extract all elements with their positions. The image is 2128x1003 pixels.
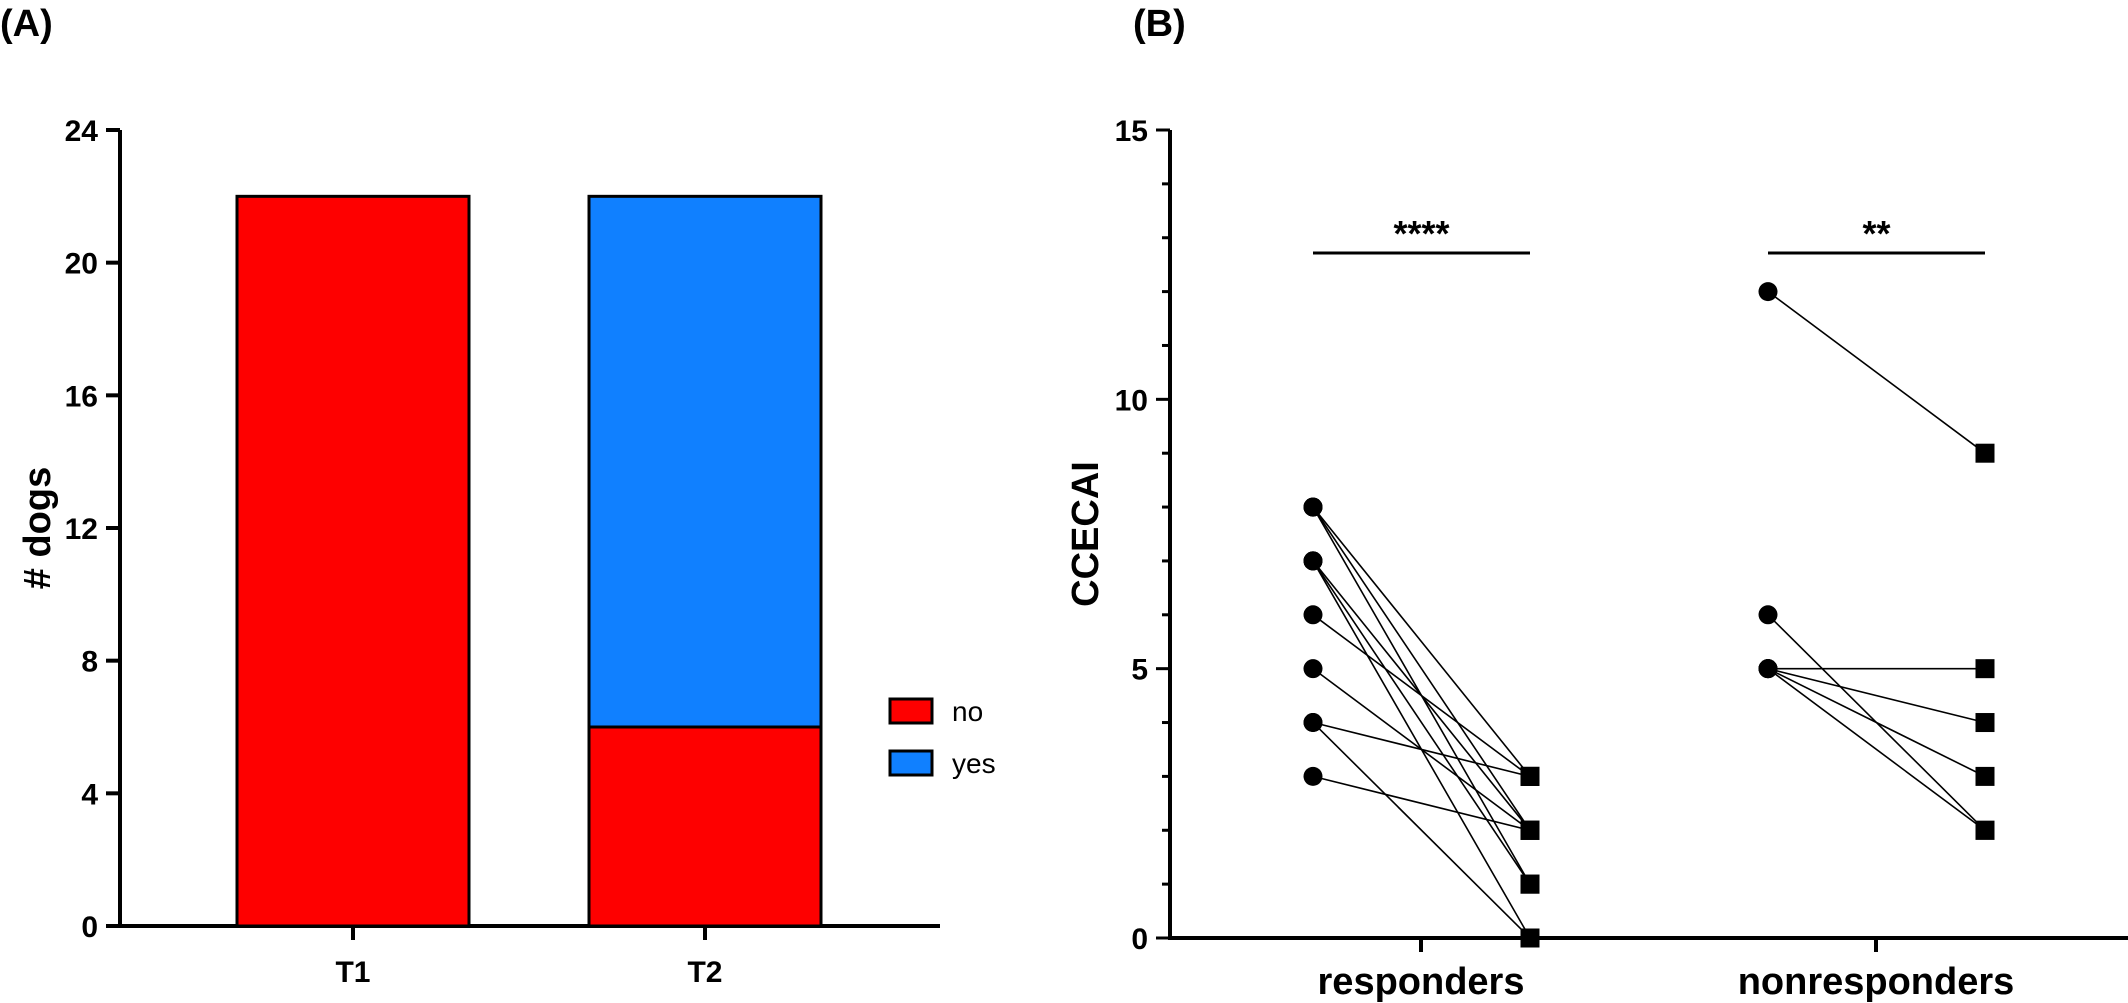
- y-axis-label: # dogs: [17, 467, 59, 589]
- panel-a: (A) 0 4 8 12 16 20 24 # dogs T1 T2 no yes: [0, 3, 996, 989]
- point-after: [1520, 766, 1540, 786]
- point-after: [1975, 766, 1995, 786]
- point-after: [1975, 820, 1995, 840]
- y-axis-label: CCECAI: [1065, 461, 1107, 607]
- y-tick-label: 0: [1131, 923, 1148, 956]
- point-after: [1975, 659, 1995, 679]
- y-tick-label: 15: [1115, 115, 1148, 148]
- pair-line: [1767, 668, 1986, 831]
- pair-line: [1312, 506, 1531, 777]
- pair-line: [1767, 667, 1986, 778]
- bar-no: [235, 194, 471, 928]
- panel-label: (A): [0, 3, 53, 45]
- pair-line: [1767, 667, 1986, 724]
- point-before: [1303, 605, 1323, 625]
- point-after: [1520, 874, 1540, 894]
- bar-yes: [587, 194, 823, 729]
- legend-label: no: [952, 696, 983, 727]
- y-tick-label: 10: [1115, 384, 1148, 417]
- point-before: [1758, 659, 1778, 679]
- y-tick-label: 20: [65, 248, 98, 281]
- point-before: [1303, 713, 1323, 733]
- pair-line: [1312, 506, 1531, 831]
- point-before: [1303, 551, 1323, 571]
- panel-b: (B) 0 5 10 15 CCECAI **** responders ** nonrespon…: [1065, 3, 2128, 1003]
- pair-line: [1312, 775, 1531, 832]
- pair-line: [1312, 721, 1531, 778]
- legend-swatch-no: [888, 697, 934, 725]
- point-after: [1975, 443, 1995, 463]
- point-before: [1758, 282, 1778, 302]
- pair-line: [1312, 614, 1531, 778]
- y-tick-label: 5: [1131, 654, 1148, 687]
- legend-swatch-yes: [888, 749, 934, 777]
- x-tick-label: T2: [687, 956, 722, 989]
- point-before: [1758, 605, 1778, 625]
- y-tick-label: 16: [65, 380, 98, 413]
- y-tick-label: 8: [81, 646, 98, 679]
- y-tick-label: 4: [81, 778, 98, 811]
- panel-label: (B): [1133, 3, 1186, 45]
- pair-line: [1312, 560, 1531, 885]
- significance-label: ****: [1393, 213, 1449, 254]
- significance-label: **: [1862, 213, 1890, 254]
- x-tick-label: T1: [335, 956, 370, 989]
- x-tick-label: responders: [1318, 961, 1525, 1003]
- pair-line: [1312, 721, 1531, 939]
- y-tick-label: 24: [65, 115, 99, 148]
- point-before: [1303, 497, 1323, 517]
- y-tick-label: 0: [81, 911, 98, 944]
- pair-line: [1767, 290, 1986, 454]
- point-after: [1520, 820, 1540, 840]
- point-after: [1975, 713, 1995, 733]
- point-before: [1303, 766, 1323, 786]
- point-before: [1303, 659, 1323, 679]
- y-tick-label: 12: [65, 513, 98, 546]
- x-tick-label: nonresponders: [1738, 961, 2015, 1003]
- point-after: [1520, 928, 1540, 948]
- bar-no: [587, 725, 823, 928]
- legend-label: yes: [952, 748, 996, 779]
